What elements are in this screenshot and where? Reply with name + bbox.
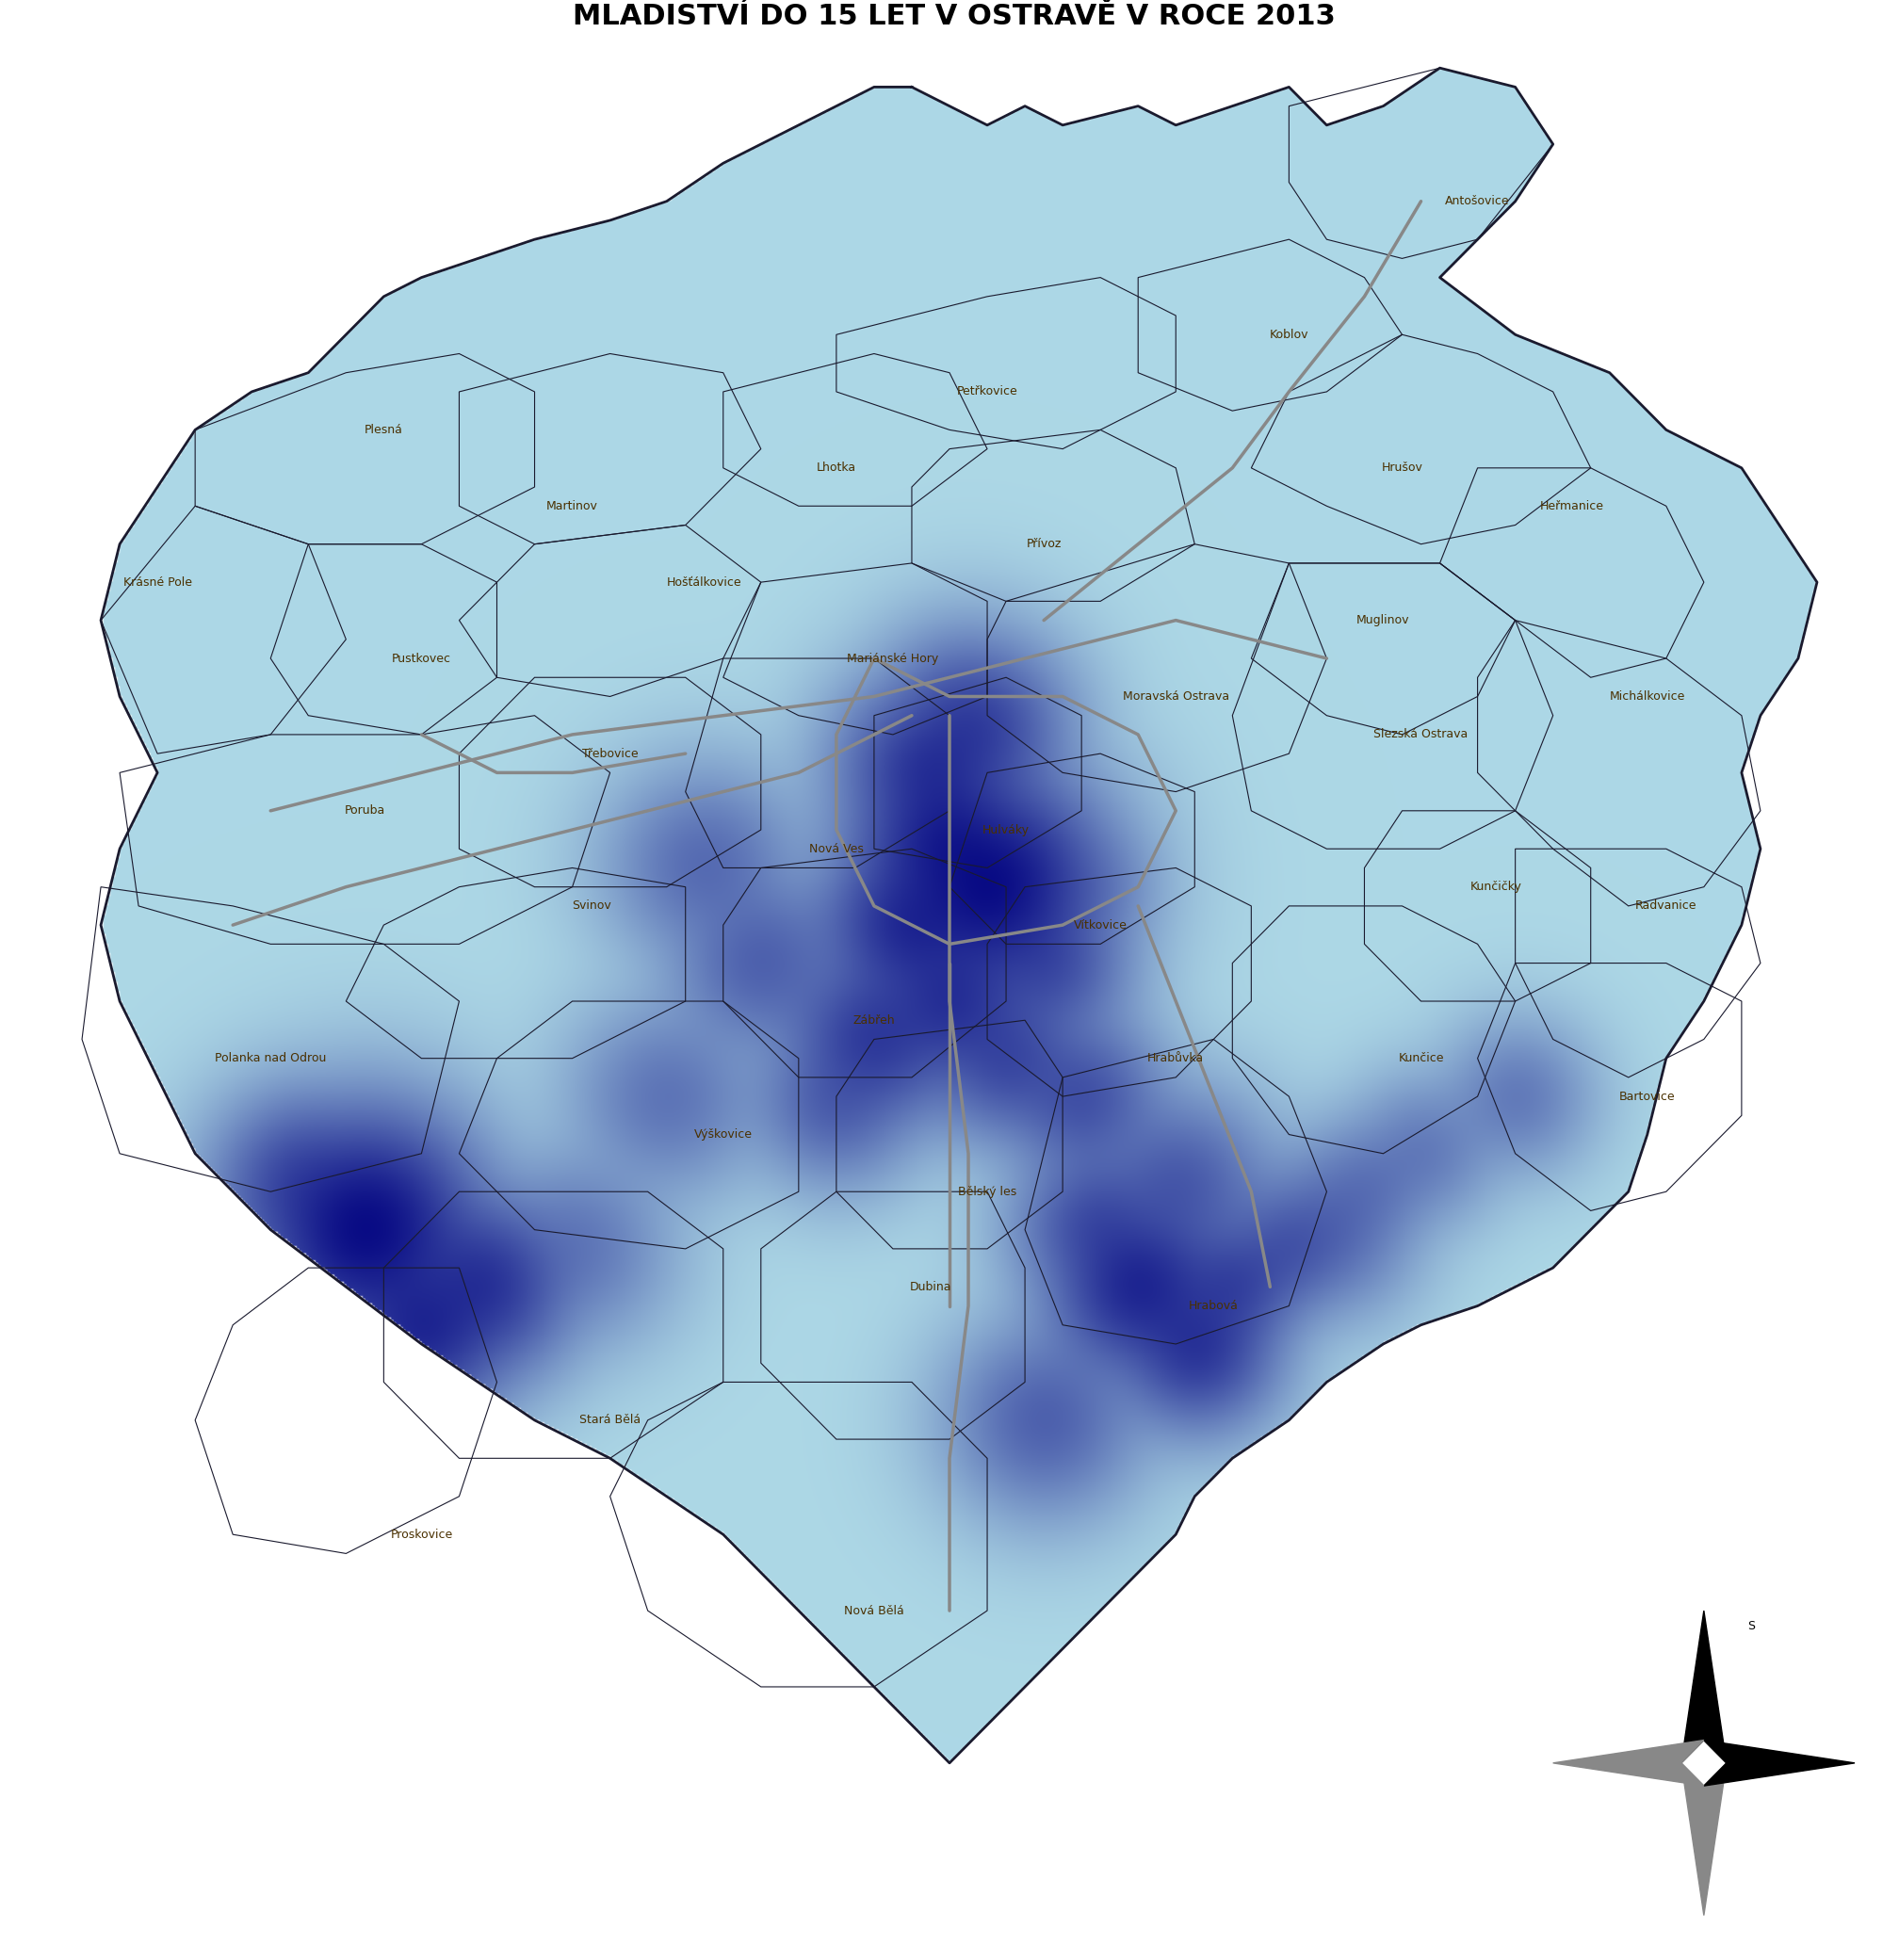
Text: Petřkovice: Petřkovice	[957, 386, 1018, 398]
Text: Vítkovice: Vítkovice	[1073, 919, 1128, 931]
Text: Lhotka: Lhotka	[817, 463, 856, 474]
Text: Výškovice: Výškovice	[693, 1129, 752, 1141]
Text: Stará Bělá: Stará Bělá	[579, 1413, 640, 1427]
Text: Heřmanice: Heřmanice	[1540, 500, 1605, 512]
Text: Muglinov: Muglinov	[1356, 613, 1409, 627]
Text: Přívoz: Přívoz	[1025, 537, 1062, 551]
Text: Svinov: Svinov	[572, 900, 611, 911]
Polygon shape	[1681, 1611, 1726, 1762]
Text: Martinov: Martinov	[547, 500, 598, 512]
Text: Bartovice: Bartovice	[1620, 1090, 1675, 1103]
Text: Polanka nad Odrou: Polanka nad Odrou	[215, 1053, 327, 1064]
Text: Pustkovec: Pustkovec	[391, 653, 452, 664]
Text: Proskovice: Proskovice	[389, 1529, 452, 1541]
Text: Krásné Pole: Krásné Pole	[123, 576, 192, 588]
Text: Kunčičky: Kunčičky	[1470, 880, 1523, 894]
Polygon shape	[1553, 1740, 1703, 1786]
Text: Plesná: Plesná	[365, 423, 403, 435]
Text: Nová Ves: Nová Ves	[809, 843, 864, 855]
Polygon shape	[1681, 1762, 1726, 1915]
Text: Antošovice: Antošovice	[1445, 196, 1510, 208]
Text: Bělský les: Bělský les	[957, 1186, 1016, 1198]
Text: Dubina: Dubina	[910, 1280, 951, 1294]
Text: Michálkovice: Michálkovice	[1610, 690, 1684, 702]
Polygon shape	[1703, 1740, 1855, 1786]
Text: Slezská Ostrava: Slezská Ostrava	[1373, 729, 1468, 741]
Text: Třebovice: Třebovice	[581, 747, 638, 760]
Text: Poruba: Poruba	[344, 806, 385, 817]
Text: Nová Bělá: Nová Bělá	[843, 1605, 904, 1617]
Text: Radvanice: Radvanice	[1635, 900, 1698, 911]
Text: Mariánské Hory: Mariánské Hory	[847, 653, 938, 664]
Text: Kunčice: Kunčice	[1398, 1053, 1443, 1064]
Text: S: S	[1747, 1619, 1755, 1633]
Text: Hrabová: Hrabová	[1189, 1299, 1238, 1311]
Text: Hulváky: Hulváky	[982, 823, 1029, 835]
Text: Koblov: Koblov	[1269, 329, 1308, 341]
Text: Hrušov: Hrušov	[1381, 463, 1422, 474]
Text: Moravská Ostrava: Moravská Ostrava	[1122, 690, 1229, 702]
Text: Hrabůvka: Hrabůvka	[1147, 1053, 1204, 1064]
Text: Hošťálkovice: Hošťálkovice	[667, 576, 743, 588]
Text: MLADISTVÍ DO 15 LET V OSTRAVĚ V ROCE 2013: MLADISTVÍ DO 15 LET V OSTRAVĚ V ROCE 201…	[572, 2, 1335, 29]
Text: Zábřeh: Zábřeh	[853, 1013, 894, 1027]
